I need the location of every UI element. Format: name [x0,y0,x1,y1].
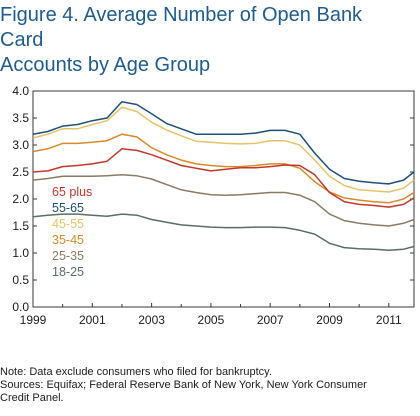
legend-item-45-55: 45-55 [52,217,84,231]
line-chart: 0.0 0.5 1.0 1.5 2.0 2.5 3.0 3.5 4.0 1999 2001 2003… [12,84,415,327]
x-tick-label: 2007 [257,313,284,327]
sources-text-line-1: Sources: Equifax; Federal Reserve Bank o… [0,379,367,391]
x-tick-label: 2003 [138,313,165,327]
figure-title-line-1: Figure 4. Average Number of Open Bank Ca… [0,4,363,51]
y-tick-label: 0.5 [12,273,29,287]
series-line-25-35 [32,173,415,227]
y-tick-label: 0.0 [12,300,29,314]
figure-title-line-2: Accounts by Age Group [0,54,211,76]
plot-frame [32,90,415,308]
y-tick-label: 1.5 [12,219,29,233]
legend-item-35-45: 35-45 [52,233,84,247]
x-tick-label: 2009 [316,313,343,327]
x-tick-label: 2005 [198,313,225,327]
note-text: Note: Data exclude consumers who filed f… [0,366,272,378]
series-line-35-45 [32,133,415,204]
series-line-45-55 [32,106,415,193]
figure-notes: Note: Data exclude consumers who filed f… [0,366,415,405]
x-tick-label: 1999 [20,313,47,327]
figure-title: Figure 4. Average Number of Open Bank Ca… [0,3,410,78]
series-line-65-plus [32,148,415,208]
legend: 65 plus 55-65 45-55 35-45 25-35 18-25 [52,185,92,279]
legend-item-18-25: 18-25 [52,265,84,279]
legend-item-65-plus: 65 plus [52,185,92,199]
y-axis: 0.0 0.5 1.0 1.5 2.0 2.5 3.0 3.5 4.0 [12,84,414,314]
y-tick-label: 2.0 [12,192,29,206]
legend-item-25-35: 25-35 [52,249,84,263]
y-tick-label: 1.0 [12,246,29,260]
legend-item-55-65: 55-65 [52,201,84,215]
y-tick-label: 4.0 [12,84,29,98]
x-tick-label: 2001 [79,313,106,327]
series-line-55-65 [32,101,415,185]
y-tick-label: 2.5 [12,165,29,179]
x-axis: 1999 2001 2003 2005 2007 2009 2011 [20,303,402,327]
sources-text-line-2: Credit Panel. [0,392,64,404]
y-tick-label: 3.5 [12,111,29,125]
series-lines [32,101,415,252]
series-line-18-25 [32,213,415,252]
x-tick-label: 2011 [376,313,402,327]
y-tick-label: 3.0 [12,138,29,152]
